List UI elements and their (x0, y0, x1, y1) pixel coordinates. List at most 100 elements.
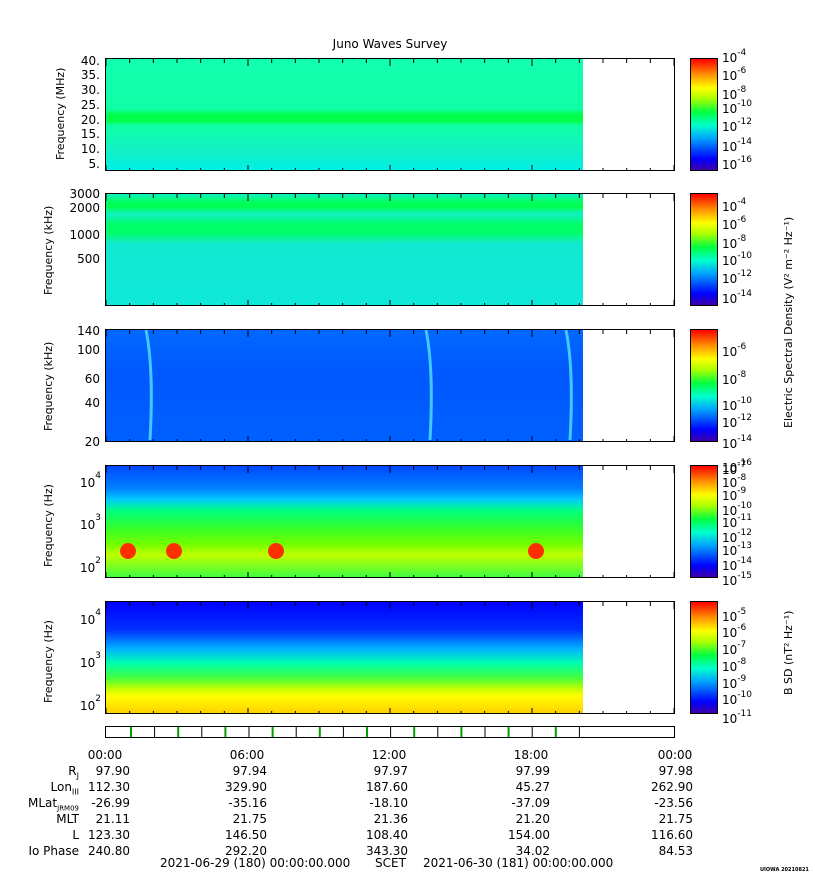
spectrogram-data-3 (106, 330, 583, 441)
colorbar-tick-label: 10-10 (722, 501, 752, 518)
colorbar-tick-label: 10-4 (722, 197, 747, 214)
ephemeris-value: 97.98 (658, 764, 693, 778)
ephemeris-value: 84.53 (658, 844, 693, 858)
colorbar-tick-label: 10-10 (722, 396, 752, 413)
emission-streak (564, 330, 573, 441)
y-tick-label: 102 (79, 556, 101, 575)
ephemeris-value: 45.27 (515, 780, 550, 794)
ephemeris-value: 97.90 (95, 764, 130, 778)
spectrogram-panel-1 (105, 58, 675, 171)
y-axis-label: Frequency (Hz) (42, 619, 55, 703)
ephemeris-value: 123.30 (88, 828, 130, 842)
colorbar-tick-label: 10-15 (722, 571, 752, 588)
colorbar-tick-label: 10-16 (722, 458, 752, 475)
ephemeris-value: -23.56 (654, 796, 693, 810)
colorbar-tick-label: 10-11 (722, 709, 752, 726)
emission-streak (424, 330, 433, 441)
ephemeris-label: MLT (56, 812, 79, 826)
ephemeris-value: -26.99 (91, 796, 130, 810)
colorbar-tick-label: 10-12 (722, 528, 752, 545)
y-tick-label: 3000 (69, 187, 100, 201)
ephemeris-value: -18.10 (369, 796, 408, 810)
y-tick-label: 104 (79, 471, 101, 490)
y-tick-label: 102 (79, 694, 101, 713)
y-axis-label: Frequency (Hz) (42, 483, 55, 567)
time-label: 18:00 (513, 748, 549, 762)
ephemeris-value: 21.75 (658, 812, 693, 826)
colorbar-tick-label: 10-8 (722, 473, 747, 490)
ephemeris-value: 21.11 (95, 812, 130, 826)
y-tick-label: 1000 (69, 228, 100, 242)
colorbar-2 (690, 193, 718, 306)
colorbar-tick-label: 10-8 (722, 85, 747, 102)
colorbar-label: B SD (nT² Hz⁻¹) (782, 610, 795, 695)
ephemeris-label: RJ (68, 764, 79, 781)
colorbar-tick-label: 10-16 (722, 155, 752, 172)
colorbar-tick-label: 10-12 (722, 117, 752, 134)
colorbar-tick-label: 10-4 (722, 48, 747, 65)
colorbar-tick-label: 10-10 (722, 690, 752, 707)
footer-start-time: 2021-06-29 (180) 00:00:00.000 (160, 856, 351, 870)
colorbar-tick-label: 10-6 (722, 342, 747, 359)
chart-title: Juno Waves Survey (332, 37, 448, 51)
y-tick-label: 2000 (69, 201, 100, 215)
colorbar-tick-label: 10-6 (722, 66, 747, 83)
ephemeris-value: 329.90 (225, 780, 267, 794)
colorbar-label: Electric Spectral Density (V² m⁻² Hz⁻¹) (782, 216, 795, 428)
ephemeris-value: 154.00 (508, 828, 550, 842)
ephemeris-value: 116.60 (651, 828, 693, 842)
creator-stamp: UIOWA 20210821 (760, 867, 809, 873)
emission-hotspot (528, 543, 544, 559)
emission-hotspot (166, 543, 182, 559)
timeline-strip (105, 726, 675, 738)
colorbar-5 (690, 601, 718, 714)
y-tick-label: 104 (79, 608, 101, 627)
y-tick-label: 103 (79, 513, 101, 532)
ephemeris-value: 108.40 (366, 828, 408, 842)
ephemeris-value: 21.36 (373, 812, 408, 826)
spectrogram-panel-3 (105, 329, 675, 442)
colorbar-tick-label: 10-8 (722, 234, 747, 251)
spectrogram-data-1 (106, 59, 583, 170)
ephemeris-label: LonIII (50, 780, 80, 797)
y-tick-label: 25. (80, 98, 100, 112)
colorbar-tick-label: 10-14 (722, 556, 752, 573)
spectrogram-panel-4 (105, 465, 675, 578)
colorbar-tick-label: 10-14 (722, 289, 752, 306)
spectrogram-panel-2 (105, 193, 675, 306)
colorbar-tick-label: 10-8 (722, 370, 747, 387)
y-tick-label: 60 (84, 372, 100, 386)
colorbar-4 (690, 465, 718, 578)
colorbar-tick-label: 10-9 (722, 674, 747, 691)
time-label: 00:00 (87, 748, 123, 762)
y-tick-label: 20 (84, 435, 100, 449)
spectrogram-data-5 (106, 602, 583, 713)
time-label: 00:00 (657, 748, 693, 762)
ephemeris-value: 112.30 (88, 780, 130, 794)
y-tick-label: 15. (80, 127, 100, 141)
y-tick-label: 103 (79, 651, 101, 670)
y-tick-label: 35. (80, 68, 100, 82)
spectrogram-panel-5 (105, 601, 675, 714)
ephemeris-value: -37.09 (511, 796, 550, 810)
spectrogram-data-2 (106, 194, 583, 305)
colorbar-tick-label: 10-8 (722, 657, 747, 674)
ephemeris-value: 97.99 (515, 764, 550, 778)
colorbar-1 (690, 58, 718, 171)
colorbar-3 (690, 329, 718, 442)
ephemeris-value: 187.60 (366, 780, 408, 794)
spectrogram-data-4 (106, 466, 583, 577)
footer-end-time: 2021-06-30 (181) 00:00:00.000 (423, 856, 614, 870)
ephemeris-label: MLatJRM09 (28, 796, 79, 813)
colorbar-tick-label: 10-7 (722, 640, 747, 657)
colorbar-tick-label: 10-6 (722, 623, 747, 640)
y-tick-label: 40. (80, 54, 100, 68)
colorbar-tick-label: 10-7 (722, 460, 747, 477)
y-tick-label: 5. (88, 157, 100, 171)
ephemeris-value: 97.97 (373, 764, 408, 778)
y-axis-label: Frequency (kHz) (42, 205, 55, 295)
time-label: 12:00 (371, 748, 407, 762)
colorbar-tick-label: 10-13 (722, 541, 752, 558)
ephemeris-value: 34.02 (515, 844, 550, 858)
emission-hotspot (268, 543, 284, 559)
